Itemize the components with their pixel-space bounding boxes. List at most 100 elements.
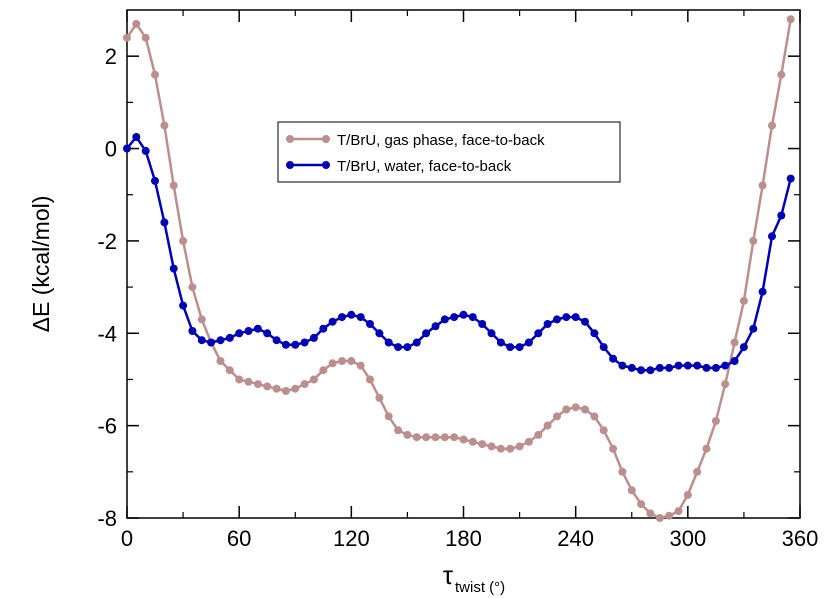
data-point (338, 313, 346, 322)
data-point (599, 426, 608, 435)
data-point (272, 336, 281, 345)
data-point (197, 315, 206, 324)
data-point (702, 444, 711, 453)
x-tick-label: 60 (227, 526, 251, 551)
data-point (300, 380, 309, 389)
data-point (263, 329, 272, 338)
data-point (403, 430, 412, 439)
legend-marker-gas-end (322, 135, 330, 143)
data-point (169, 181, 178, 190)
data-point (160, 218, 169, 227)
data-point (693, 361, 702, 370)
data-point (356, 313, 365, 322)
data-point (562, 313, 571, 322)
data-point (693, 467, 702, 476)
data-point (758, 181, 767, 190)
series-layer (123, 15, 795, 522)
data-point (459, 310, 468, 319)
data-point (225, 366, 234, 375)
data-point (253, 380, 262, 389)
data-point (319, 324, 328, 333)
data-point (319, 366, 328, 375)
data-point (627, 486, 636, 495)
data-point (562, 405, 571, 414)
y-tick-label: -4 (97, 321, 117, 346)
data-point (655, 514, 664, 522)
data-point (328, 359, 337, 368)
data-point (291, 384, 300, 393)
data-point (515, 343, 524, 352)
data-point (403, 343, 412, 352)
x-tick-label: 120 (333, 526, 370, 551)
data-point (431, 322, 440, 331)
series-0 (123, 15, 795, 522)
data-point (665, 363, 674, 372)
data-point (356, 361, 365, 370)
data-point (506, 343, 515, 352)
data-point (141, 33, 150, 42)
data-point (450, 433, 459, 442)
data-point (534, 430, 543, 439)
y-tick-label: 2 (105, 44, 117, 69)
data-point (618, 361, 627, 370)
data-point (384, 412, 393, 421)
data-point (711, 417, 720, 425)
data-point (487, 442, 496, 451)
y-tick-label: 0 (105, 137, 117, 162)
data-point (253, 324, 262, 333)
data-point (366, 320, 374, 328)
y-axis-label: ΔE (kcal/mol) (28, 196, 54, 333)
data-point (216, 357, 225, 365)
data-point (655, 363, 664, 372)
data-point (758, 287, 767, 296)
series-1 (123, 133, 795, 375)
data-point (394, 343, 403, 352)
data-point (459, 435, 468, 444)
data-point (646, 509, 655, 518)
data-point (496, 444, 505, 453)
data-point (375, 329, 384, 338)
data-point (777, 70, 786, 79)
data-point (141, 146, 150, 155)
data-point (749, 236, 758, 245)
data-point (431, 433, 440, 442)
data-point (515, 442, 524, 451)
data-point (272, 384, 281, 393)
data-point (553, 315, 561, 324)
data-point (132, 19, 141, 28)
data-point (571, 403, 580, 412)
data-point (590, 329, 599, 338)
data-point (440, 433, 449, 442)
data-point (524, 338, 533, 347)
data-point (207, 338, 216, 347)
data-point (309, 375, 318, 384)
data-point (468, 313, 477, 322)
data-point (179, 236, 188, 245)
data-point (553, 412, 561, 421)
data-point (478, 320, 487, 328)
data-point (730, 338, 739, 347)
data-point (179, 301, 188, 310)
data-point (730, 357, 739, 365)
data-point (123, 33, 131, 42)
data-point (281, 387, 290, 395)
data-point (188, 283, 197, 292)
data-point (646, 366, 655, 375)
y-tick-label: -6 (97, 414, 117, 439)
data-point (739, 296, 748, 305)
data-point (777, 211, 786, 220)
data-point (786, 174, 795, 183)
x-axis-label-subscript: twist (°) (455, 579, 505, 596)
data-point (375, 393, 384, 402)
y-tick-label: -2 (97, 229, 117, 254)
data-point (609, 354, 618, 363)
data-point (543, 320, 552, 328)
data-point (422, 433, 431, 442)
data-point (543, 421, 552, 430)
data-point (160, 121, 169, 130)
data-point (739, 343, 748, 352)
data-point (394, 426, 403, 435)
legend-label-gas: T/BrU, gas phase, face-to-back (337, 132, 545, 149)
data-point (132, 133, 141, 141)
